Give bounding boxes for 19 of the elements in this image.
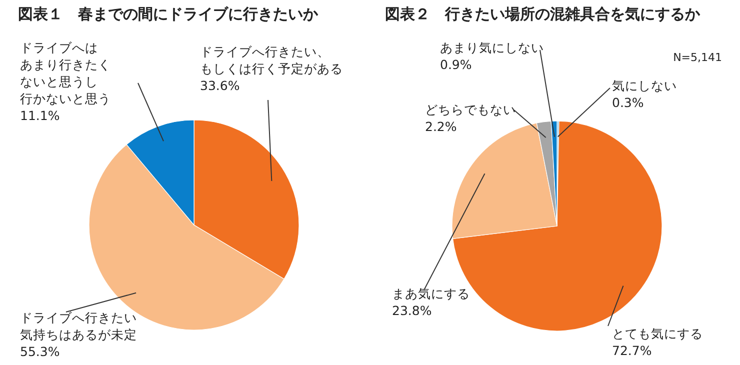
slice-label: あまり気にしない xyxy=(440,40,544,55)
slice-label: ドライブへ行きたい、もしくは行く予定がある xyxy=(200,44,343,76)
data-label: 0.9% xyxy=(440,57,472,72)
data-label: 72.7% xyxy=(612,343,652,358)
data-label: 33.6% xyxy=(200,78,240,93)
data-label: 11.1% xyxy=(20,108,60,123)
data-label: 23.8% xyxy=(392,303,432,318)
slice-label: 気にしない xyxy=(612,78,677,93)
chart-title: 図表１ 春までの間にドライブに行きたいか xyxy=(18,5,319,23)
data-label: 0.3% xyxy=(612,95,644,110)
slice-label: ドライブへ行きたい気持ちはあるが未定 xyxy=(20,310,137,342)
data-label: 55.3% xyxy=(20,344,60,359)
slice-label: まあ気にする xyxy=(392,286,470,301)
slice-label: とても気にする xyxy=(612,326,703,341)
data-label: 2.2% xyxy=(425,119,457,134)
slice-label: どちらでもない xyxy=(425,102,516,117)
chart-title: 図表２ 行きたい場所の混雑具合を気にするか xyxy=(385,5,701,23)
slice-label: ドライブへはあまり行きたくないと思うし行かないと思う xyxy=(20,40,111,106)
text: N=5,141 xyxy=(673,51,722,64)
